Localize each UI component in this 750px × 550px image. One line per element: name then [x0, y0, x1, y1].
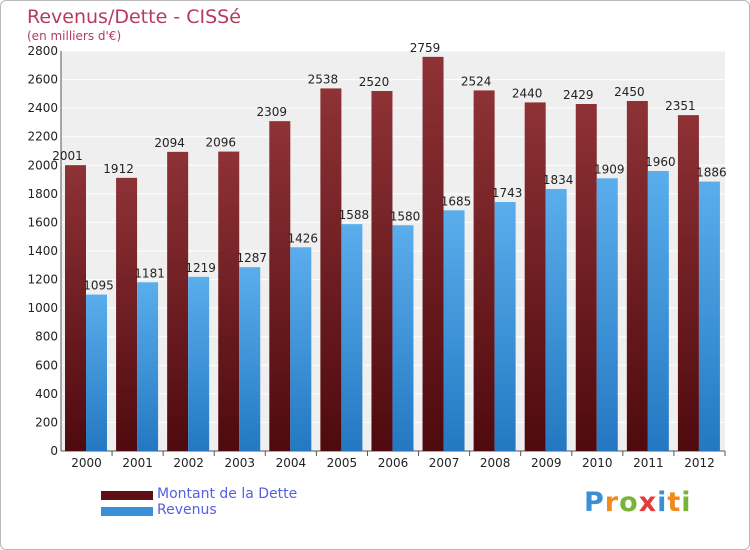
data-label-dette: 2096	[205, 136, 236, 150]
chart-title: Revenus/Dette - CISSé	[27, 6, 241, 28]
data-label-revenus: 1886	[696, 166, 727, 180]
bar-dette	[167, 151, 189, 451]
data-label-revenus: 1287	[236, 251, 267, 265]
data-label-revenus: 1181	[134, 266, 165, 280]
y-tick-label: 0	[50, 444, 58, 458]
data-label-dette: 2429	[563, 88, 594, 102]
bar-dette	[422, 56, 444, 451]
y-tick-label: 600	[35, 358, 58, 372]
data-label-dette: 2520	[359, 75, 390, 89]
logo-letter: o	[619, 487, 639, 518]
y-tick-label: 2600	[27, 73, 58, 87]
data-label-revenus: 1909	[594, 162, 625, 176]
y-tick-label: 2400	[27, 101, 58, 115]
x-tick-label: 2011	[633, 456, 664, 470]
data-label-dette: 2440	[512, 86, 543, 100]
y-tick-label: 400	[35, 387, 58, 401]
bar-revenus	[341, 224, 363, 451]
y-tick-label: 800	[35, 330, 58, 344]
logo-letter: i	[681, 487, 692, 518]
data-label-dette: 2001	[52, 149, 83, 163]
data-label-revenus: 1960	[645, 155, 676, 169]
bar-dette	[677, 115, 699, 452]
y-tick-label: 1600	[27, 215, 58, 229]
bar-dette	[473, 90, 495, 451]
x-tick-label: 2007	[429, 456, 460, 470]
legend-label-revenus: Revenus	[157, 502, 217, 518]
proxiti-logo: Proxiti	[584, 487, 692, 518]
logo-letter: i	[657, 487, 668, 518]
data-label-revenus: 1095	[83, 279, 114, 293]
legend-swatch-dette	[101, 491, 153, 500]
bar-revenus	[239, 267, 261, 451]
data-label-dette: 2759	[410, 41, 441, 55]
bar-dette	[116, 177, 138, 451]
logo-letter: P	[584, 487, 605, 518]
x-tick-label: 2012	[684, 456, 715, 470]
bar-revenus	[86, 294, 107, 451]
bar-dette	[269, 121, 291, 452]
data-label-revenus: 1426	[288, 231, 319, 245]
bar-revenus	[188, 276, 210, 451]
data-label-revenus: 1834	[543, 173, 574, 187]
y-tick-label: 2800	[27, 44, 58, 58]
x-tick-label: 2006	[378, 456, 409, 470]
data-label-dette: 2351	[665, 99, 696, 113]
chart-subtitle: (en milliers d'€)	[27, 29, 122, 43]
data-label-revenus: 1219	[185, 261, 216, 275]
x-tick-label: 2002	[173, 456, 204, 470]
x-tick-label: 2001	[122, 456, 153, 470]
logo-letter: t	[667, 487, 682, 518]
data-label-dette: 2309	[257, 105, 288, 119]
x-tick-label: 2003	[224, 456, 255, 470]
bar-revenus	[647, 171, 669, 451]
data-label-dette: 2538	[308, 72, 339, 86]
bar-dette	[320, 88, 342, 451]
bar-revenus	[545, 189, 567, 451]
bar-revenus	[596, 178, 618, 452]
data-label-dette: 2450	[614, 85, 645, 99]
bar-revenus	[392, 225, 414, 451]
bar-dette	[524, 102, 546, 451]
bar-dette	[218, 151, 240, 452]
bar-revenus	[290, 247, 312, 451]
y-tick-label: 1200	[27, 273, 58, 287]
x-tick-label: 2004	[276, 456, 307, 470]
bar-dette	[65, 165, 86, 451]
x-tick-label: 2010	[582, 456, 613, 470]
data-label-revenus: 1588	[339, 208, 370, 222]
data-label-revenus: 1743	[492, 186, 523, 200]
bar-dette	[575, 104, 597, 451]
bar-revenus	[443, 210, 465, 451]
y-tick-label: 1000	[27, 301, 58, 315]
data-label-dette: 2094	[154, 136, 185, 150]
y-tick-label: 2000	[27, 158, 58, 172]
logo-letter: x	[638, 487, 658, 518]
data-label-dette: 2524	[461, 74, 492, 88]
logo-letter: r	[604, 487, 620, 518]
legend-label-dette: Montant de la Dette	[157, 486, 298, 502]
x-tick-label: 2005	[327, 456, 358, 470]
x-tick-label: 2008	[480, 456, 511, 470]
y-tick-label: 200	[35, 415, 58, 429]
x-tick-label: 2009	[531, 456, 562, 470]
data-label-revenus: 1580	[390, 209, 421, 223]
y-tick-label: 2200	[27, 130, 58, 144]
x-tick-label: 2000	[71, 456, 102, 470]
bar-revenus	[137, 282, 159, 451]
y-tick-label: 1800	[27, 187, 58, 201]
legend-swatch-revenus	[101, 507, 153, 516]
bar-revenus	[698, 181, 720, 452]
data-label-revenus: 1685	[441, 194, 472, 208]
bar-dette	[371, 91, 393, 451]
bar-revenus	[494, 202, 516, 451]
data-label-dette: 1912	[103, 162, 134, 176]
y-tick-label: 1400	[27, 244, 58, 258]
bar-dette	[626, 101, 648, 451]
